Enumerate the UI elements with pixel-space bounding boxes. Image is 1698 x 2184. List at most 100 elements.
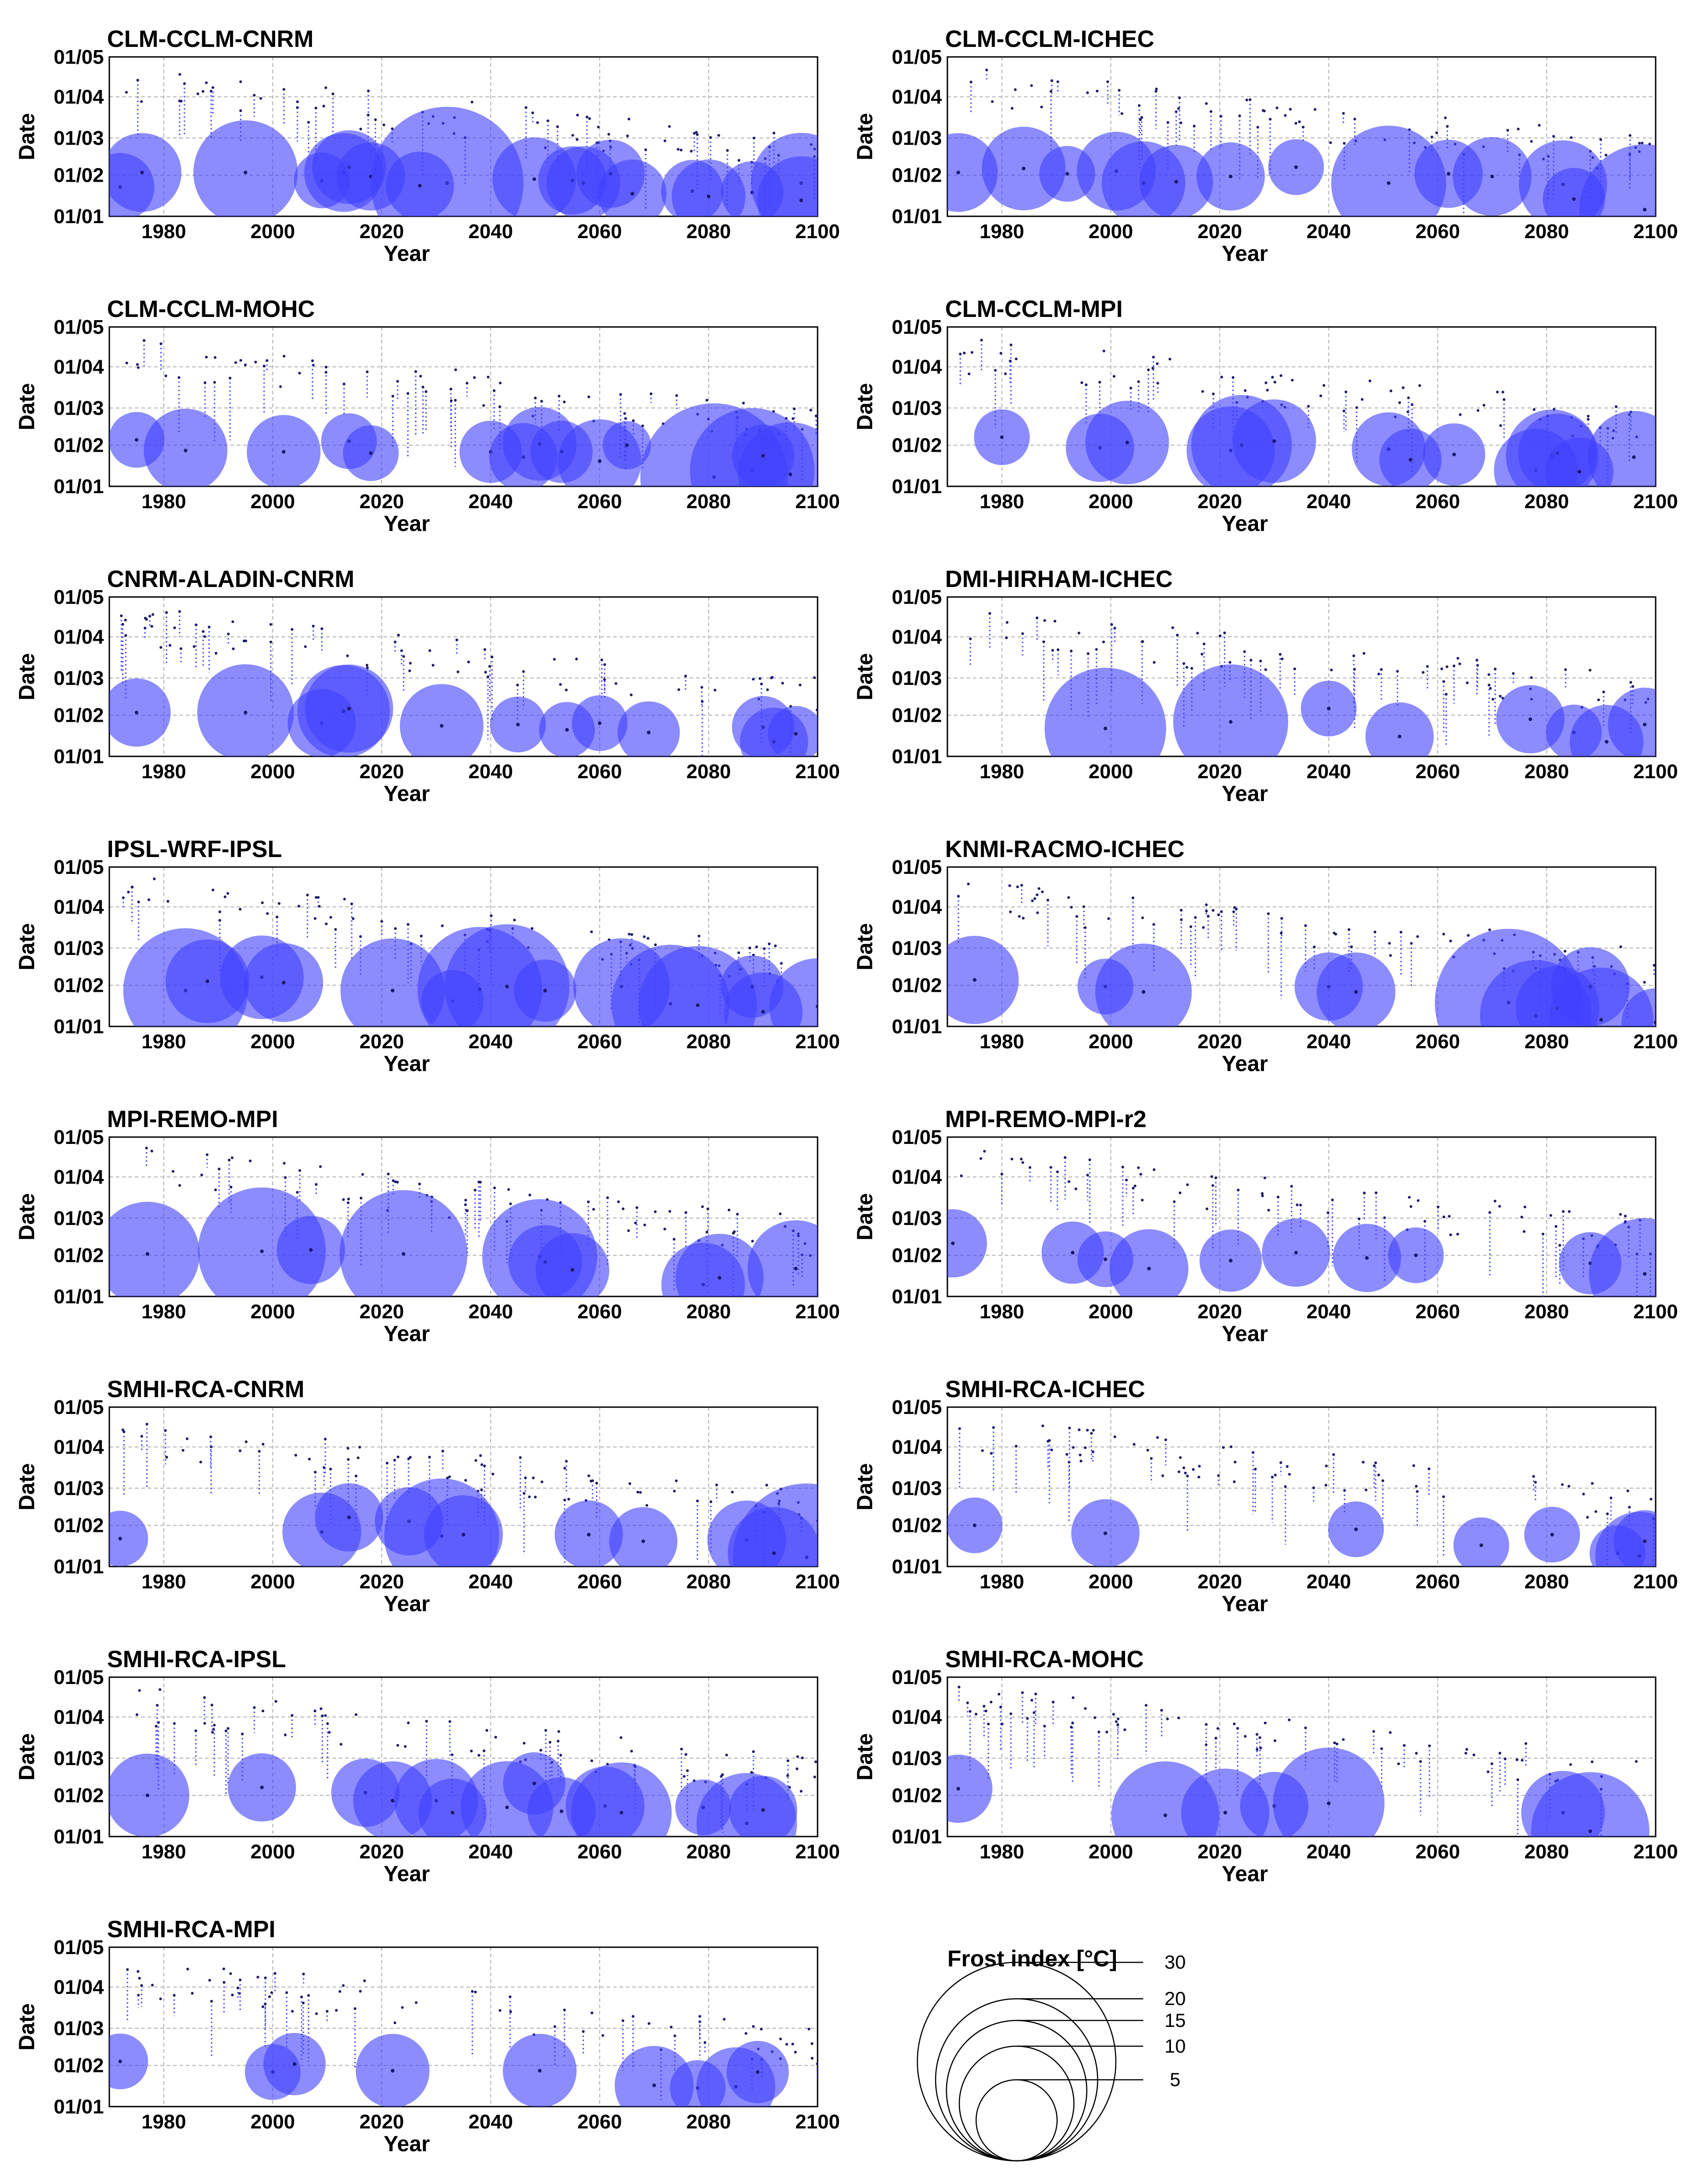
event-dot [1121,1165,1125,1169]
event-dot [229,377,232,380]
y-tick-label: 01/04 [892,356,942,378]
event-dot [1004,372,1007,375]
event-dot [164,374,168,378]
event-dot [567,1498,570,1501]
event-dot [1561,1483,1564,1486]
event-dot [1074,1187,1078,1190]
event-dot [211,86,215,89]
event-dot [1652,964,1656,967]
event-dot [1342,1738,1345,1741]
event-dot [1021,632,1024,635]
event-dot [363,1979,366,1982]
event-dot [1343,142,1346,145]
event-dot [760,683,763,686]
event-dot [983,1150,986,1153]
data-layer [109,1147,818,1296]
event-dot [1178,1191,1181,1194]
event-dot [1271,1475,1274,1479]
event-dot [1582,1492,1585,1495]
event-dot [342,1984,345,1987]
frost-bubble-center [1490,174,1494,179]
event-dot [1487,673,1490,676]
frost-bubble-center [761,1010,765,1014]
x-tick-label: 2100 [1633,220,1678,243]
event-dot [1562,1210,1565,1213]
event-dot [1040,106,1043,109]
event-dot [1156,362,1159,365]
event-dot [178,1184,181,1187]
event-dot [1050,1448,1053,1451]
event-dot [1418,384,1421,387]
event-dot [1564,949,1567,953]
event-dot [1112,1713,1115,1716]
event-dot [1389,1731,1392,1734]
y-tick-label: 01/05 [54,586,104,608]
event-dot [1113,627,1116,630]
event-dot [744,2032,747,2035]
event-dot [1464,1752,1468,1755]
frost-bubble-center [145,1252,149,1256]
event-dot [1407,396,1410,399]
event-dot [717,134,720,137]
event-dot [1289,107,1292,111]
event-dot [244,363,247,367]
event-dot [1113,375,1116,378]
frost-bubble-center [1327,1801,1331,1806]
frost-bubble-center [134,710,138,714]
event-dot [1261,1192,1264,1195]
event-dot [1115,1720,1118,1723]
event-dot [130,886,133,889]
y-tick-label: 01/01 [892,745,942,768]
x-tick-label: 2060 [1416,1301,1460,1323]
event-dot [1280,917,1284,920]
event-dot [1069,649,1073,653]
event-dot [1205,909,1208,913]
event-dot [999,1705,1002,1709]
event-dot [1205,903,1208,906]
y-tick-label: 01/03 [892,667,942,689]
legend-value: 15 [1165,2010,1186,2031]
y-tick-label: 01/01 [892,1556,942,1578]
event-dot [1233,1722,1236,1725]
event-dot [974,1713,977,1716]
event-dot [1021,1691,1024,1694]
event-dot [191,1992,194,1995]
event-dot [1048,1439,1051,1442]
event-dot [1488,684,1491,687]
event-dot [297,904,301,908]
event-dot [419,375,422,378]
event-dot [999,352,1002,355]
frost-bubble [729,1776,798,1837]
frost-bubble-center [956,1787,960,1791]
event-dot [1284,114,1287,117]
event-dot [706,1207,710,1210]
event-dot [125,362,128,365]
frost-bubble-center [1223,1811,1227,1815]
event-dot [1153,661,1156,664]
event-dot [1489,687,1492,690]
frost-bubble-center [570,1268,574,1272]
event-dot [477,1754,481,1757]
event-dot [153,878,156,881]
event-dot [507,1188,510,1191]
event-dot [1332,1453,1335,1456]
event-dot [958,1427,961,1430]
event-dot [629,693,633,696]
event-dot [597,126,600,129]
x-tick-label: 2100 [795,2111,840,2133]
event-dot [138,1977,141,1980]
x-tick-label: 2100 [795,1301,840,1323]
frost-bubble-center [1229,174,1233,179]
event-dot [230,1156,234,1159]
event-dot [1106,80,1109,83]
event-dot [1512,672,1515,675]
event-dot [1377,673,1381,676]
event-dot [169,644,172,647]
frost-bubble-center [1071,1250,1075,1255]
frost-bubble-center [587,1533,591,1536]
event-dot [234,361,237,364]
x-tick-label: 2040 [1306,1301,1351,1323]
event-dot [1591,1482,1594,1485]
event-dot [304,645,307,648]
frost-bubble-center [625,443,629,447]
